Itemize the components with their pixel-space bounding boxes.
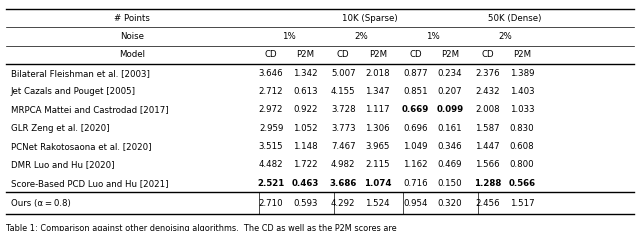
Text: P2M: P2M — [296, 50, 315, 59]
Text: 0.320: 0.320 — [438, 199, 462, 208]
Text: 3.773: 3.773 — [331, 124, 355, 133]
Text: 10K (Sparse): 10K (Sparse) — [342, 14, 398, 23]
Text: 1.162: 1.162 — [403, 161, 428, 170]
Text: 1.148: 1.148 — [293, 142, 318, 151]
Text: 4.982: 4.982 — [331, 161, 355, 170]
Text: 2.521: 2.521 — [257, 179, 285, 188]
Text: 2.972: 2.972 — [259, 106, 284, 114]
Text: 5.007: 5.007 — [331, 69, 355, 78]
Text: 2.710: 2.710 — [259, 199, 284, 208]
Text: DMR Luo and Hu [2020]: DMR Luo and Hu [2020] — [11, 161, 115, 170]
Text: Ours (α = 0.8): Ours (α = 0.8) — [11, 199, 70, 208]
Text: # Points: # Points — [114, 14, 150, 23]
Text: P2M: P2M — [441, 50, 459, 59]
Text: 1.117: 1.117 — [365, 106, 390, 114]
Text: 4.155: 4.155 — [331, 87, 355, 96]
Text: Noise: Noise — [120, 32, 144, 41]
Text: 1.074: 1.074 — [364, 179, 392, 188]
Text: 3.965: 3.965 — [365, 142, 390, 151]
Text: 1.288: 1.288 — [474, 179, 501, 188]
Text: 0.469: 0.469 — [438, 161, 462, 170]
Text: MRPCA Mattei and Castrodad [2017]: MRPCA Mattei and Castrodad [2017] — [11, 106, 168, 114]
Text: 0.346: 0.346 — [438, 142, 462, 151]
Text: 3.515: 3.515 — [259, 142, 284, 151]
Text: 1.722: 1.722 — [293, 161, 318, 170]
Text: 0.954: 0.954 — [403, 199, 428, 208]
Text: 1%: 1% — [426, 32, 440, 41]
Text: 0.099: 0.099 — [436, 106, 463, 114]
Text: 0.593: 0.593 — [293, 199, 318, 208]
Text: Score-Based PCD Luo and Hu [2021]: Score-Based PCD Luo and Hu [2021] — [11, 179, 168, 188]
Text: 2%: 2% — [354, 32, 367, 41]
Text: 2.018: 2.018 — [365, 69, 390, 78]
Text: 1.524: 1.524 — [365, 199, 390, 208]
Text: 1.052: 1.052 — [293, 124, 318, 133]
Text: Bilateral Fleishman et al. [2003]: Bilateral Fleishman et al. [2003] — [11, 69, 150, 78]
Text: 0.669: 0.669 — [402, 106, 429, 114]
Text: 0.161: 0.161 — [438, 124, 462, 133]
Text: 3.646: 3.646 — [259, 69, 284, 78]
Text: 0.830: 0.830 — [509, 124, 534, 133]
Text: 2.456: 2.456 — [475, 199, 500, 208]
Text: 0.566: 0.566 — [508, 179, 536, 188]
Text: Table 1: Comparison against other denoising algorithms.  The CD as well as the P: Table 1: Comparison against other denois… — [6, 224, 397, 231]
Text: 0.207: 0.207 — [438, 87, 462, 96]
Text: 2.008: 2.008 — [475, 106, 500, 114]
Text: Model: Model — [119, 50, 145, 59]
Text: 0.150: 0.150 — [438, 179, 462, 188]
Text: 0.716: 0.716 — [403, 179, 428, 188]
Text: 0.800: 0.800 — [509, 161, 534, 170]
Text: 1.587: 1.587 — [475, 124, 500, 133]
Text: 7.467: 7.467 — [331, 142, 355, 151]
Text: 2.959: 2.959 — [259, 124, 284, 133]
Text: 1.566: 1.566 — [475, 161, 500, 170]
Text: CD: CD — [265, 50, 277, 59]
Text: 1.403: 1.403 — [509, 87, 534, 96]
Text: Jet Cazals and Pouget [2005]: Jet Cazals and Pouget [2005] — [11, 87, 136, 96]
Text: 0.608: 0.608 — [509, 142, 534, 151]
Text: 3.686: 3.686 — [330, 179, 357, 188]
Text: 0.922: 0.922 — [293, 106, 318, 114]
Text: 1%: 1% — [282, 32, 296, 41]
Text: 4.482: 4.482 — [259, 161, 284, 170]
Text: 3.728: 3.728 — [331, 106, 355, 114]
Text: 0.877: 0.877 — [403, 69, 428, 78]
Text: 0.696: 0.696 — [403, 124, 428, 133]
Text: 1.447: 1.447 — [475, 142, 500, 151]
Text: 0.851: 0.851 — [403, 87, 428, 96]
Text: CD: CD — [481, 50, 494, 59]
Text: 2.376: 2.376 — [475, 69, 500, 78]
Text: 2%: 2% — [498, 32, 512, 41]
Text: 2.432: 2.432 — [475, 87, 500, 96]
Text: 4.292: 4.292 — [331, 199, 355, 208]
Text: 1.049: 1.049 — [403, 142, 428, 151]
Text: PCNet Rakotosaona et al. [2020]: PCNet Rakotosaona et al. [2020] — [11, 142, 151, 151]
Text: 2.115: 2.115 — [365, 161, 390, 170]
Text: P2M: P2M — [513, 50, 531, 59]
Text: 1.389: 1.389 — [509, 69, 534, 78]
Text: 1.517: 1.517 — [509, 199, 534, 208]
Text: GLR Zeng et al. [2020]: GLR Zeng et al. [2020] — [11, 124, 109, 133]
Text: CD: CD — [337, 50, 349, 59]
Text: 50K (Dense): 50K (Dense) — [488, 14, 541, 23]
Text: 1.347: 1.347 — [365, 87, 390, 96]
Text: 0.463: 0.463 — [292, 179, 319, 188]
Text: 1.306: 1.306 — [365, 124, 390, 133]
Text: CD: CD — [409, 50, 422, 59]
Text: 1.033: 1.033 — [509, 106, 534, 114]
Text: 1.342: 1.342 — [293, 69, 318, 78]
Text: P2M: P2M — [369, 50, 387, 59]
Text: 0.613: 0.613 — [293, 87, 318, 96]
Text: 2.712: 2.712 — [259, 87, 284, 96]
Text: 0.234: 0.234 — [438, 69, 462, 78]
